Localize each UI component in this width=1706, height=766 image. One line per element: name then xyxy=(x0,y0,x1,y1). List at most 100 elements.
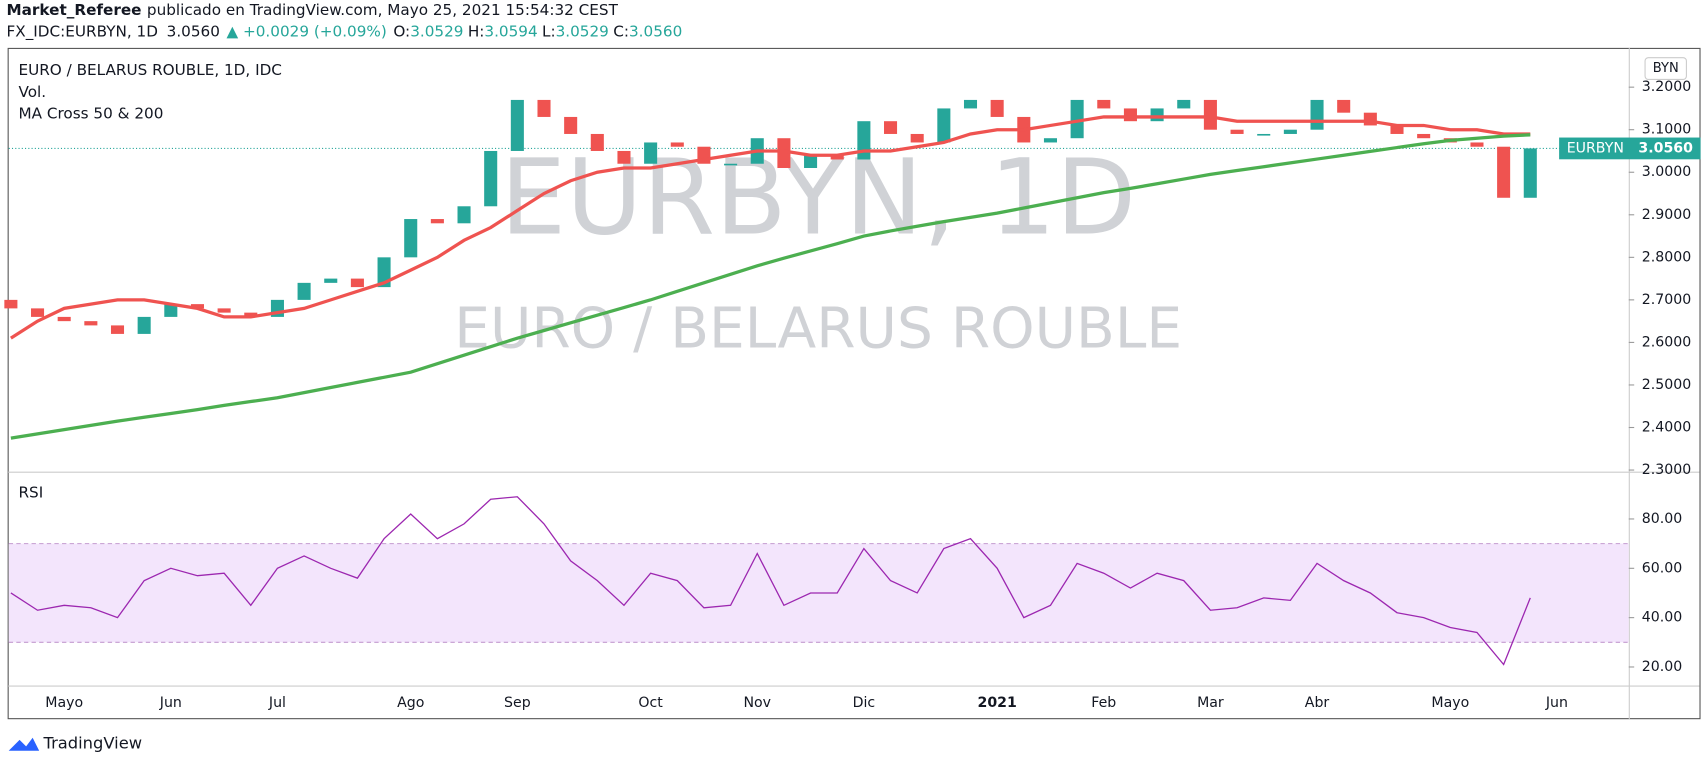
x-tick-label: Abr xyxy=(1305,695,1330,711)
ma-fast-line xyxy=(10,115,1531,340)
x-tick-label: Dic xyxy=(853,695,876,711)
y-tick-label: 2.8000 xyxy=(1642,249,1691,265)
y-tick-label: 80.00 xyxy=(1642,511,1682,527)
candle xyxy=(804,155,818,168)
price-tag xyxy=(1559,137,1701,160)
x-tick-label: Nov xyxy=(743,695,771,711)
candle xyxy=(617,150,631,164)
candle xyxy=(430,219,444,224)
candle xyxy=(1257,133,1271,136)
candle xyxy=(1470,142,1484,147)
candle xyxy=(963,99,978,109)
footer: TradingView xyxy=(8,734,143,753)
candle xyxy=(324,278,338,283)
candle xyxy=(1523,148,1537,198)
candle xyxy=(110,325,125,334)
y-tick-label: 2.7000 xyxy=(1642,292,1691,308)
y-tick-label: 2.9000 xyxy=(1642,207,1691,223)
candle xyxy=(590,133,604,151)
y-tick-label: 40.00 xyxy=(1642,610,1682,626)
candle xyxy=(297,282,311,300)
author: Market_Referee xyxy=(7,0,142,18)
candle xyxy=(1150,108,1164,122)
candle xyxy=(457,206,471,224)
candle xyxy=(31,308,45,317)
change: ▲ +0.0029 (+0.09%) xyxy=(226,22,386,40)
candle xyxy=(644,142,658,164)
symbol: FX_IDC:EURBYN, 1D xyxy=(7,22,158,41)
candle xyxy=(484,150,498,207)
y-tick-label: 3.0000 xyxy=(1642,164,1691,180)
x-tick-label: 2021 xyxy=(977,695,1016,711)
currency: BYN xyxy=(1653,61,1679,76)
candle xyxy=(564,116,578,134)
candle xyxy=(1043,138,1058,143)
last: 3.0560 xyxy=(167,22,220,40)
x-tick-label: Ago xyxy=(397,695,424,711)
candle xyxy=(1390,125,1404,134)
y-tick-label: 2.3000 xyxy=(1642,462,1691,478)
candle xyxy=(1497,146,1511,198)
candle xyxy=(830,155,844,160)
candle xyxy=(537,99,551,117)
candle xyxy=(244,312,258,317)
x-tick-label: Feb xyxy=(1091,695,1116,711)
x-tick-label: Mar xyxy=(1197,695,1224,711)
indicator-label: MA Cross 50 & 200 xyxy=(18,105,163,123)
y-tick-label: 2.5000 xyxy=(1642,377,1691,393)
h-value: 3.0594 xyxy=(484,22,537,40)
candle xyxy=(1417,133,1431,139)
candle xyxy=(57,316,71,322)
price-tag-value: 3.0560 xyxy=(1638,140,1693,156)
candle xyxy=(1337,99,1351,113)
x-tick-label: Mayo xyxy=(1431,695,1469,711)
candle xyxy=(1123,108,1137,122)
candle xyxy=(1283,129,1297,134)
candle xyxy=(4,299,18,309)
x-tick-label: Sep xyxy=(504,695,531,711)
watermark-name: EURO / BELARUS ROUBLE xyxy=(454,295,1182,361)
candle xyxy=(724,163,738,166)
candle xyxy=(1070,99,1084,139)
candle xyxy=(84,321,98,326)
published: publicado en TradingView.com, Mayo 25, 2… xyxy=(147,0,619,18)
logo xyxy=(8,737,40,751)
candle xyxy=(217,308,231,313)
x-tick-label: Jul xyxy=(268,695,286,711)
candle xyxy=(404,219,418,258)
c-value: 3.0560 xyxy=(629,22,682,40)
currency-box xyxy=(1644,57,1687,80)
h-label: H: xyxy=(468,22,485,40)
candle xyxy=(1230,129,1244,134)
candle xyxy=(1177,99,1191,109)
vol-label: Vol. xyxy=(18,83,46,101)
header-line-1: Market_Referee publicado en TradingView.c… xyxy=(7,0,619,18)
x-tick-label: Jun xyxy=(159,695,182,711)
o-label: O: xyxy=(393,22,410,40)
footer-text: TradingView xyxy=(43,734,143,753)
candle xyxy=(164,304,178,317)
rsi-title: RSI xyxy=(18,483,43,501)
pane-title: EURO / BELARUS ROUBLE, 1D, IDC xyxy=(18,61,281,79)
candle xyxy=(910,133,924,143)
y-tick-label: 2.4000 xyxy=(1642,420,1691,436)
candle xyxy=(857,121,871,160)
y-tick-label: 3.2000 xyxy=(1642,79,1691,95)
candle xyxy=(137,316,151,334)
o-value: 3.0529 xyxy=(410,22,463,40)
price-tag-ticker: EURBYN xyxy=(1567,140,1624,156)
candle xyxy=(884,121,898,134)
x-tick-label: Jun xyxy=(1545,695,1568,711)
x-tick-label: Mayo xyxy=(45,695,83,711)
header-line-2: FX_IDC:EURBYN, 1D 3.0560 ▲ +0.0029 (+0.09%… xyxy=(7,22,683,41)
candle xyxy=(1097,99,1111,109)
l-label: L: xyxy=(542,22,556,40)
candle xyxy=(350,278,364,288)
candle xyxy=(670,142,684,147)
candle xyxy=(510,99,524,151)
candle xyxy=(1310,99,1324,130)
ma-slow-line xyxy=(10,133,1531,440)
y-tick-label: 3.1000 xyxy=(1642,122,1691,138)
candle xyxy=(937,108,951,143)
